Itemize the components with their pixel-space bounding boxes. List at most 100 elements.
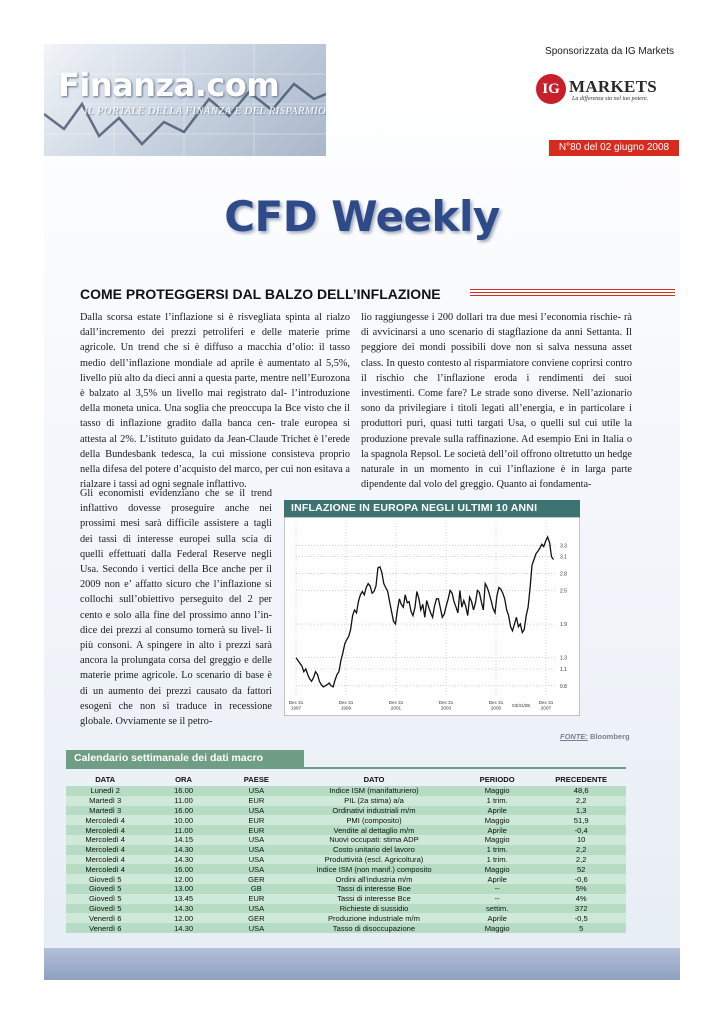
cell-data: Giovedì 5 bbox=[66, 903, 145, 914]
ig-tagline: La differenza sta nel tuo potere. bbox=[572, 96, 649, 102]
chart-xtick-line: 2003 bbox=[441, 706, 452, 711]
cell-ora: 14.30 bbox=[144, 854, 223, 865]
cell-paese: USA bbox=[222, 923, 290, 933]
cell-paese: EUR bbox=[222, 815, 290, 826]
cell-paese: EUR bbox=[222, 893, 290, 904]
table-row: Mercoledì 4 14.15 USA Nuovi occupati: stima… bbox=[66, 834, 626, 845]
cell-paese: GB bbox=[222, 883, 290, 894]
cell-paese: EUR bbox=[222, 825, 290, 835]
cell-dato: Ordinativi industriali m/m bbox=[289, 805, 458, 816]
cell-periodo: Maggio bbox=[457, 923, 537, 933]
cell-ora: 13.00 bbox=[144, 883, 223, 894]
cell-periodo: Maggio bbox=[457, 834, 537, 845]
cell-data: Mercoledì 4 bbox=[66, 844, 145, 855]
cell-dato: PMI (composito) bbox=[289, 815, 458, 826]
cell-data: Giovedì 5 bbox=[66, 893, 145, 904]
chart-xtick-line: 1999 bbox=[341, 706, 352, 711]
cell-periodo: Aprile bbox=[457, 874, 537, 884]
table-row: Mercoledì 4 10.00 EUR PMI (composito) Maggio… bbox=[66, 815, 626, 826]
cell-ora: 12.00 bbox=[144, 913, 223, 924]
cell-periodo: Maggio bbox=[457, 815, 537, 826]
cell-periodo: -- bbox=[457, 883, 537, 894]
header-banner: Finanza.com IL PORTALE DELLA FINANZA E D… bbox=[44, 44, 326, 156]
cell-dato: Vendite al dettaglio m/m bbox=[289, 825, 458, 835]
chart-ytick-label: 3.3 bbox=[560, 543, 567, 549]
cell-ora: 11.00 bbox=[144, 795, 223, 806]
cell-periodo: -- bbox=[457, 893, 537, 904]
col-header-dato: DATO bbox=[363, 774, 385, 784]
cell-data: Mercoledì 4 bbox=[66, 834, 145, 845]
cell-dato: Richieste di sussidio bbox=[289, 903, 458, 914]
cell-dato: Indice ISM (manifatturiero) bbox=[289, 786, 458, 796]
article-headline: COME PROTEGGERSI DAL BALZO DELL’INFLAZIO… bbox=[80, 286, 441, 302]
cell-dato: Tasso di disoccupazione bbox=[289, 923, 458, 933]
calendar-rule bbox=[66, 767, 626, 769]
cell-ora: 12.00 bbox=[144, 874, 223, 884]
cell-data: Mercoledì 4 bbox=[66, 825, 145, 835]
cell-precedente: -0,5 bbox=[536, 913, 626, 924]
footer-band bbox=[44, 948, 680, 980]
cell-dato: Tassi di interesse Boe bbox=[289, 883, 458, 894]
cell-paese: GER bbox=[222, 874, 290, 884]
article-column-1-bottom: Gli economisti evidenziano che se il tre… bbox=[80, 488, 272, 728]
table-header-row: DATA ORA PAESE DATO PERIODO PRECEDENTE bbox=[66, 772, 626, 786]
table-row: Mercoledì 4 11.00 EUR Vendite al dettaglio … bbox=[66, 825, 626, 835]
cell-paese: USA bbox=[222, 834, 290, 845]
cell-periodo: settim. bbox=[457, 903, 537, 914]
table-row: Lunedì 2 16.00 USA Indice ISM (manifatturie… bbox=[66, 786, 626, 796]
cell-dato: Ordini all'industria m/m bbox=[289, 874, 458, 884]
col-header-periodo: PERIODO bbox=[479, 774, 515, 784]
cell-precedente: -0,4 bbox=[536, 825, 626, 835]
cell-precedente: 2,2 bbox=[536, 854, 626, 865]
table-row: Martedì 3 16.00 USA Ordinativi industriali … bbox=[66, 805, 626, 816]
cell-ora: 10.00 bbox=[144, 815, 223, 826]
cell-periodo: 1 trim. bbox=[457, 795, 537, 806]
chart-xtick-line: Dec 31 bbox=[389, 700, 404, 705]
col-header-paese: PAESE bbox=[243, 774, 269, 784]
col-header-precedente: PRECEDENTE bbox=[555, 774, 608, 784]
cell-dato: PIL (2a stima) a/a bbox=[289, 795, 458, 806]
chart-xtick-line: Dec 31 bbox=[539, 700, 554, 705]
chart-ytick-label: 1.9 bbox=[560, 622, 567, 628]
cell-dato: Produttività (escl. Agricoltura) bbox=[289, 854, 458, 865]
cell-paese: USA bbox=[222, 854, 290, 865]
table-row: Mercoledì 4 14.30 USA Costo unitario del la… bbox=[66, 844, 626, 855]
cell-data: Martedì 3 bbox=[66, 805, 145, 816]
cell-precedente: 48,6 bbox=[536, 786, 626, 796]
chart-ytick-label: 2.5 bbox=[560, 588, 567, 594]
cell-periodo: Aprile bbox=[457, 913, 537, 924]
table-row: Giovedì 5 13.45 EUR Tassi di interesse Bce -… bbox=[66, 893, 626, 904]
issue-badge: N°80 del 02 giugno 2008 bbox=[549, 140, 679, 156]
chart-header: INFLAZIONE IN EUROPA NEGLI ULTIMI 10 ANN… bbox=[284, 500, 580, 517]
chart-xtick-line: Dec 31 bbox=[439, 700, 454, 705]
article-column-1-top: Dalla scorsa estate l’inflazione si è ri… bbox=[80, 312, 350, 491]
cell-data: Mercoledì 4 bbox=[66, 854, 145, 865]
finanza-logo: Finanza.com bbox=[58, 66, 280, 104]
cell-ora: 16.00 bbox=[144, 864, 223, 875]
cell-precedente: 4% bbox=[536, 893, 626, 904]
cell-ora: 16.00 bbox=[144, 805, 223, 816]
chart-xtick-extra-label: 03/31/08 bbox=[512, 703, 530, 708]
cell-paese: USA bbox=[222, 805, 290, 816]
table-row: Giovedì 5 12.00 GER Ordini all'industria m/… bbox=[66, 874, 626, 884]
cell-precedente: -0,6 bbox=[536, 874, 626, 884]
cell-periodo: Maggio bbox=[457, 786, 537, 796]
chart-ytick-label: 1.1 bbox=[560, 667, 567, 673]
chart-xtick-label: Dec 31 1999 bbox=[339, 700, 354, 711]
cell-precedente: 1,3 bbox=[536, 805, 626, 816]
chart-xtick-line: 1997 bbox=[291, 706, 302, 711]
chart-xtick-label: Dec 31 2001 bbox=[389, 700, 404, 711]
cell-ora: 16.00 bbox=[144, 786, 223, 796]
chart-xtick-line: Dec 31 bbox=[339, 700, 354, 705]
chart-xtick-line: 2001 bbox=[391, 706, 402, 711]
cell-dato: Tassi di interesse Bce bbox=[289, 893, 458, 904]
col-header-ora: ORA bbox=[175, 774, 193, 784]
chart-xtick-line: Dec 31 bbox=[489, 700, 504, 705]
cell-dato: Nuovi occupati: stima ADP bbox=[289, 834, 458, 845]
article-column-2: lio raggiungesse i 200 dollari tra due m… bbox=[361, 312, 632, 491]
chart-ytick-label: 1.3 bbox=[560, 656, 567, 662]
banner-chart-graphic bbox=[44, 44, 326, 156]
cell-data: Venerdì 6 bbox=[66, 913, 145, 924]
cell-paese: USA bbox=[222, 786, 290, 796]
chart-ytick-label: 0.8 bbox=[560, 684, 567, 690]
